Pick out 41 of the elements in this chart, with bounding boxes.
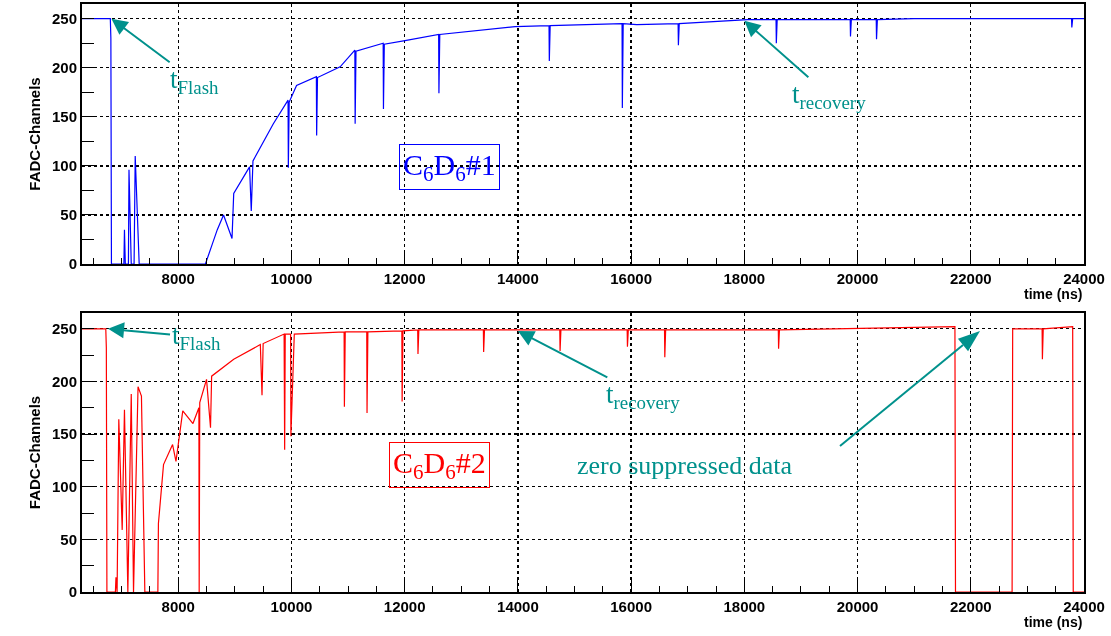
y-tick-label: 100	[51, 477, 77, 495]
y-tick-label: 100	[51, 157, 77, 175]
annotation: t$_{Flash}$	[170, 64, 220, 98]
series-label: C$_{6}$D$_{6}$#2	[393, 446, 486, 485]
y-tick-label: 0	[68, 255, 77, 273]
x-tick-label: 18000	[723, 270, 766, 287]
annotation: t$_{recovery}$	[792, 79, 867, 113]
x-tick-label: 20000	[836, 598, 879, 615]
x-tick-label: 16000	[610, 598, 652, 615]
series-label: C$_{6}$D$_{6}$#1	[403, 148, 496, 187]
y-tick-label: 0	[68, 583, 77, 601]
y-tick-label: 200	[51, 59, 77, 77]
x-tick-label: 14000	[497, 598, 539, 615]
x-tick-label: 16000	[610, 270, 652, 287]
x-tick-label: 22000	[949, 270, 992, 287]
x-tick-label: 12000	[383, 270, 426, 287]
x-tick-label: 12000	[383, 598, 426, 615]
x-tick-label: 22000	[949, 598, 992, 615]
x-tick-label: 8000	[161, 598, 195, 615]
y-tick-label: 50	[60, 530, 77, 548]
x-tick-label: 8000	[161, 270, 195, 287]
annotation: zero suppressed data	[577, 451, 793, 480]
x-tick-label: 14000	[497, 270, 539, 287]
y-tick-label: 250	[51, 320, 77, 338]
annotation: t$_{recovery}$	[606, 379, 681, 413]
x-tick-label: 10000	[270, 270, 313, 287]
y-axis-title: FADC-Channels	[25, 77, 43, 191]
y-tick-label: 200	[51, 372, 77, 390]
annotation: t$_{Flash}$	[172, 320, 222, 354]
x-tick-label: 24000	[1063, 270, 1105, 287]
x-axis-title: time (ns)	[1024, 286, 1083, 302]
x-tick-label: 24000	[1063, 598, 1105, 615]
y-tick-label: 50	[60, 206, 77, 224]
x-tick-label: 20000	[836, 270, 879, 287]
y-tick-label: 150	[51, 108, 77, 126]
y-tick-label: 250	[51, 9, 77, 27]
x-tick-label: 18000	[723, 598, 766, 615]
y-tick-label: 150	[51, 425, 77, 443]
x-tick-label: 10000	[270, 598, 313, 615]
x-axis-title: time (ns)	[1024, 614, 1083, 630]
y-axis-title: FADC-Channels	[25, 395, 43, 510]
